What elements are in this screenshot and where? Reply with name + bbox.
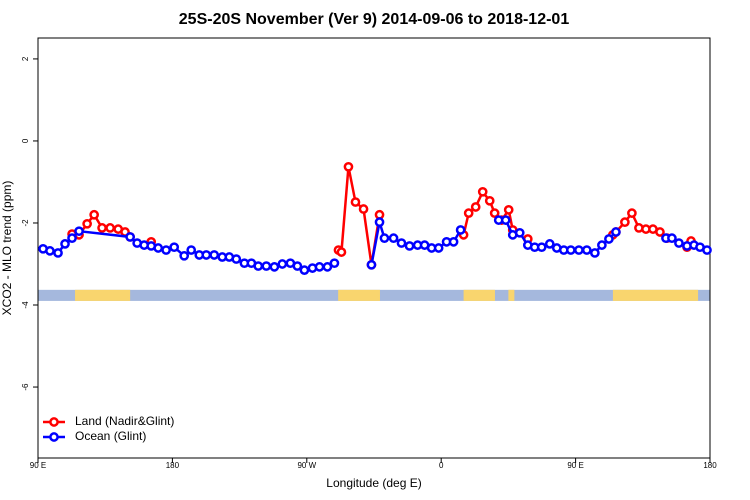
series-point [627, 208, 637, 218]
series-point [500, 215, 511, 225]
series-point [314, 262, 325, 272]
land-span [508, 289, 515, 301]
series-point [153, 243, 164, 253]
series-point [667, 233, 677, 244]
series-point [329, 258, 340, 269]
series-point [209, 250, 220, 260]
series-point [374, 217, 385, 228]
chart-title: 25S-20S November (Ver 9) 2014-09-06 to 2… [179, 11, 570, 28]
series-point [53, 248, 63, 258]
series-point [292, 261, 303, 271]
series-point [674, 238, 684, 248]
series-point [514, 227, 525, 238]
legend-marker [49, 432, 59, 442]
series-point [604, 234, 614, 244]
series-point [350, 197, 361, 207]
series-point [581, 245, 592, 255]
series-point [186, 245, 197, 255]
y-axis-label: XCO2 - MLO trend (ppm) [0, 181, 14, 316]
x-tick-label: 90 E [30, 461, 46, 470]
series-point [277, 259, 288, 269]
series-point [396, 238, 407, 248]
series-point [484, 195, 495, 206]
legend-label: Ocean (Glint) [75, 429, 146, 443]
series-point [433, 243, 444, 253]
legend-marker [49, 417, 59, 427]
series-point [404, 241, 415, 251]
legend-label: Land (Nadir&Glint) [75, 414, 174, 428]
series-point [655, 227, 665, 237]
y-tick-label: -6 [21, 383, 30, 391]
series-point [343, 161, 354, 172]
series-point [60, 239, 70, 249]
series-point [97, 223, 107, 233]
series-point [231, 254, 242, 264]
series-point [299, 265, 310, 275]
series-point [544, 239, 555, 249]
series-point [597, 240, 607, 250]
series-point [536, 242, 547, 253]
series-point [253, 261, 264, 271]
series-point [455, 225, 466, 235]
series-point [463, 208, 474, 218]
series-point [374, 209, 385, 220]
series-point [366, 259, 377, 270]
series-point [179, 250, 190, 261]
series-point [388, 233, 399, 244]
series-point [161, 245, 171, 255]
y-tick-label: 0 [21, 138, 30, 143]
series-point [45, 246, 55, 256]
land-span [463, 289, 495, 301]
x-tick-label: 0 [439, 461, 444, 470]
series-point [336, 247, 347, 257]
y-tick-label: -2 [21, 219, 30, 227]
series-point [379, 233, 390, 244]
series-point [82, 218, 92, 229]
x-tick-label: 90 W [297, 461, 316, 470]
x-tick-label: 90 E [567, 461, 583, 470]
series-point [448, 236, 459, 247]
series-point [125, 232, 135, 242]
land-span [612, 289, 699, 301]
series-point [74, 226, 84, 237]
series-point [67, 233, 77, 244]
land-span [75, 289, 131, 301]
series-point [201, 250, 212, 260]
series-point [574, 245, 584, 255]
series-point [358, 204, 369, 214]
series-point [269, 262, 280, 272]
series-point [590, 248, 600, 258]
x-tick-label: 180 [703, 461, 717, 470]
series-point [470, 202, 481, 212]
series-point [565, 245, 576, 255]
x-tick-label: 180 [166, 461, 180, 470]
x-axis-label: Longitude (deg E) [326, 476, 421, 490]
series-point [322, 262, 333, 272]
series-point [503, 205, 514, 215]
y-tick-label: -4 [21, 301, 30, 309]
series-point [89, 209, 99, 220]
series-point [169, 242, 180, 253]
series-point [611, 227, 621, 237]
series-point [105, 223, 115, 233]
land-span [338, 289, 380, 301]
series-point [261, 261, 272, 271]
series-point [702, 245, 712, 255]
series-point [489, 208, 500, 218]
series-point [620, 217, 630, 228]
y-tick-label: 2 [21, 56, 30, 61]
series-point [477, 186, 488, 197]
